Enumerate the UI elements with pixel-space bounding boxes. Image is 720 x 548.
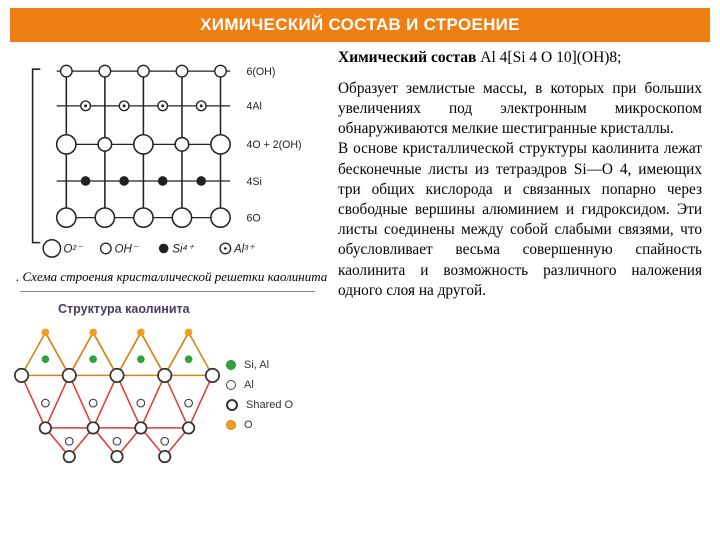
structure-figure	[12, 322, 222, 472]
formula-line: Химический состав Al 4[Si 4 O 10](OH)8;	[338, 48, 702, 69]
text-column: Химический состав Al 4[Si 4 O 10](OH)8; …	[338, 48, 710, 472]
divider	[20, 291, 315, 292]
legend-label-3: O	[244, 419, 253, 431]
fig2-title: Структура каолинита	[10, 298, 330, 322]
legend-label-0: Si, Al	[244, 359, 269, 371]
legend-label-2: Shared O	[246, 399, 293, 411]
leg1-1: OH⁻	[115, 243, 139, 255]
row-label-0: 6(OH)	[247, 66, 276, 78]
fig1-caption: . Схема строения кристаллической решетки…	[10, 267, 330, 289]
slide-header: ХИМИЧЕСКИЙ СОСТАВ И СТРОЕНИЕ	[10, 8, 710, 42]
legend-swatch-al	[226, 380, 236, 390]
row-label-2: 4O + 2(OH)	[247, 139, 302, 151]
legend-swatch-si-al	[226, 360, 236, 370]
formula-label: Химический состав	[338, 49, 480, 66]
leg1-0: O²⁻	[63, 243, 83, 255]
legend-swatch-shared-o	[226, 399, 238, 411]
lattice-figure: 6(OH) 4Al 4O + 2(OH) 4Si 6O O²⁻ OH⁻ Si⁴⁺…	[20, 48, 315, 265]
row-label-3: 4Si	[247, 176, 262, 188]
row-label-1: 4Al	[247, 101, 262, 113]
leg1-2: Si⁴⁺	[172, 243, 194, 255]
fig2-legend: Si, Al Al Shared O O	[226, 359, 293, 435]
figures-column: 6(OH) 4Al 4O + 2(OH) 4Si 6O O²⁻ OH⁻ Si⁴⁺…	[10, 48, 330, 472]
body-text: Образует землистые массы, в которых при …	[338, 79, 702, 301]
content-area: 6(OH) 4Al 4O + 2(OH) 4Si 6O O²⁻ OH⁻ Si⁴⁺…	[0, 42, 720, 472]
legend-label-1: Al	[244, 379, 254, 391]
row-label-4: 6O	[247, 212, 261, 224]
legend-swatch-o	[226, 420, 236, 430]
header-title: ХИМИЧЕСКИЙ СОСТАВ И СТРОЕНИЕ	[200, 15, 520, 34]
leg1-3: Al³⁺	[233, 243, 255, 255]
formula-value: Al 4[Si 4 O 10](OH)8;	[480, 49, 621, 66]
